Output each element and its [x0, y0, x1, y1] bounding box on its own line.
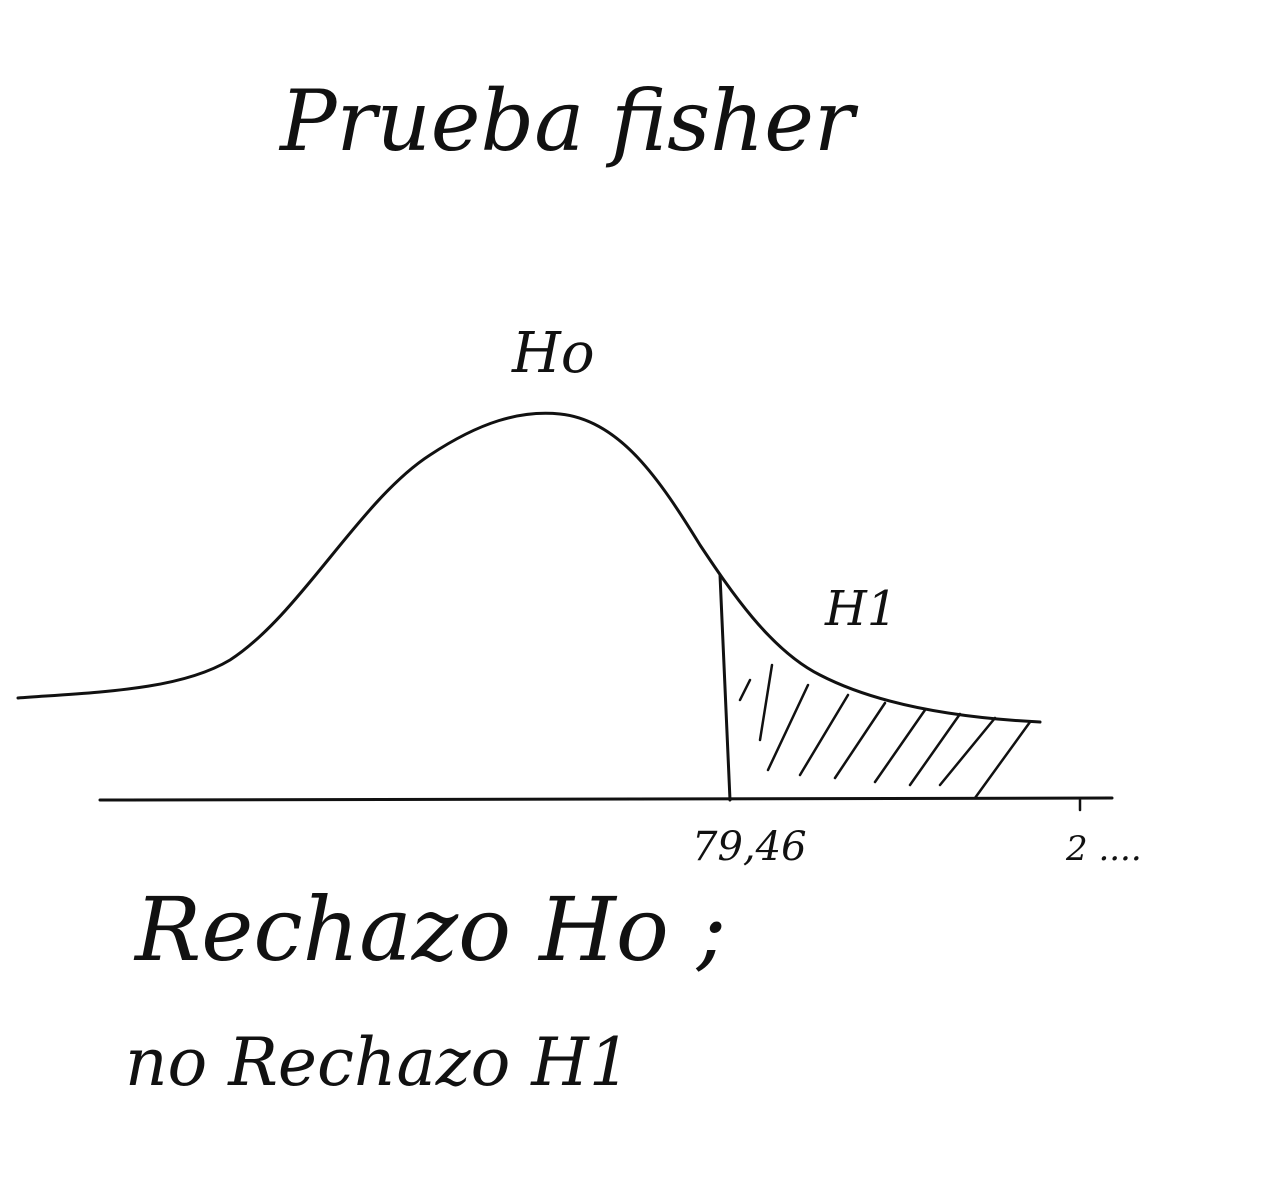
conclusion-line-2: no Rechazo H1 [125, 1024, 631, 1101]
distribution-curve [16, 411, 1042, 724]
page-title: Prueba fisher [278, 72, 859, 170]
critical-value-line [718, 573, 732, 802]
x-axis [98, 796, 1114, 802]
axis-end-label: 2 .... [1065, 829, 1142, 869]
h0-label: Ho [511, 321, 595, 386]
rejection-region-hatching [738, 663, 1032, 800]
h1-label: H1 [824, 581, 897, 637]
conclusion-line-1: Rechazo Ho ; [133, 878, 726, 981]
critical-value-label: 79,46 [692, 824, 807, 870]
